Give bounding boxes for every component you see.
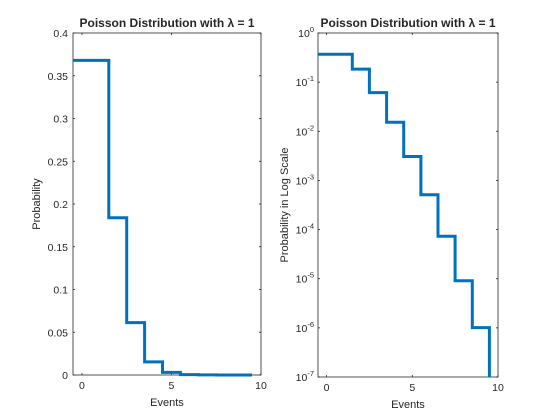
y-tick-label: 10-1 [296, 74, 314, 89]
axes-box [317, 32, 499, 378]
y-axis-label: Probability [31, 178, 43, 230]
x-tick-label: 5 [169, 380, 175, 392]
y-tick-label: 0 [62, 370, 68, 382]
x-tick-label: 10 [492, 382, 504, 394]
y-tick-label: 0.25 [48, 156, 69, 168]
right-log-plot: 0 5 10 10-7 10-6 10-5 10-4 10-3 10-2 10-1 100 Poiss… [279, 16, 504, 411]
stairs-series-line [318, 52, 491, 377]
y-tick-label: 0.15 [48, 242, 69, 254]
x-tick-label: 0 [79, 380, 85, 392]
y-tick-label: 10-2 [296, 123, 314, 138]
x-axis-label: Events [391, 399, 425, 411]
y-axis-label: Probability in Log Scale [279, 148, 291, 263]
y-tick-label: 100 [298, 25, 314, 40]
y-tick-label: 10-4 [296, 222, 314, 237]
chart-title: Poisson Distribution with λ = 1 [320, 16, 495, 30]
y-tick-label: 0.3 [53, 114, 68, 126]
x-tick-label: 0 [324, 382, 330, 394]
y-tick-label: 0.05 [48, 327, 69, 339]
y-tick-label: 0.1 [53, 285, 68, 297]
y-tick-label: 0.2 [53, 199, 68, 211]
stairs-series-line [73, 58, 252, 377]
y-tick-label: 10-6 [296, 320, 314, 335]
y-tick-label: 10-3 [296, 172, 314, 187]
y-tick-label: 10-5 [296, 271, 314, 286]
x-axis-label: Events [150, 397, 184, 409]
chart-title: Poisson Distribution with λ = 1 [79, 16, 254, 30]
left-linear-plot: 0 5 10 0 0.05 0.1 0.15 0.2 0.25 0.3 0.35 0.4 Poisson… [31, 16, 267, 409]
y-tick-label: 10-7 [296, 369, 314, 384]
x-tick-label: 10 [255, 380, 267, 392]
y-tick-label: 0.4 [53, 28, 68, 40]
y-tick-label: 0.35 [48, 71, 69, 83]
x-tick-label: 5 [409, 382, 415, 394]
